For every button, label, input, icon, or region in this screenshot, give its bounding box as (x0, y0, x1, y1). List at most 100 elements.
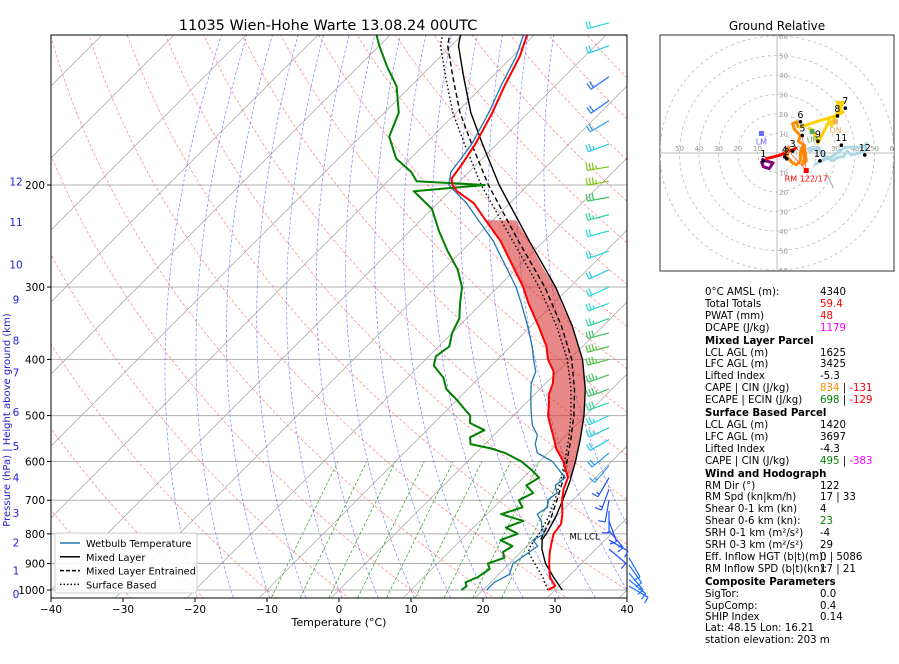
wind-barb (628, 579, 647, 600)
pressure-tick-label: 400 (25, 354, 45, 366)
wind-barb (608, 548, 627, 569)
hodo-v-tick: 40 (779, 228, 788, 236)
param-row: PWAT (mm) 48 (705, 311, 895, 323)
chart-title: 11035 Wien-Hohe Warte 13.08.24 00UTC (179, 18, 477, 34)
shear-arrow (825, 172, 834, 189)
mixing-ratio-line (386, 461, 454, 598)
ml-cape-cin: CAPE | CIN (J/kg) 834 | -131 (705, 383, 873, 395)
mixing-ratio-line (270, 461, 339, 598)
height-marker (816, 139, 820, 144)
hodo-v-tick: 60 (779, 33, 788, 41)
storm-marker-rm (803, 168, 809, 174)
hodo-u-tick: 40 (695, 145, 704, 153)
rm-inflow-spd: RM Inflow SPD (b|t)(kn): 17 | 21 (705, 563, 856, 575)
moist-adiabat (543, 35, 627, 527)
mixed-layer-header: Mixed Layer Parcel (705, 335, 814, 347)
hodo-u-tick: 50 (675, 145, 684, 153)
dry-adiabat (51, 154, 423, 598)
sb-lfc: LFC AGL (m) 3697 (705, 431, 846, 443)
pressure-tick-label: 300 (25, 282, 45, 294)
legend-label: Mixed Layer (86, 553, 146, 564)
hodo-v-tick: 60 (779, 267, 788, 272)
moist-adiabat (374, 35, 452, 598)
ml-ecape-ecin: ECAPE | ECIN (J/kg) 698 | -129 (705, 395, 873, 407)
sb-cin-value: -383 (849, 455, 873, 467)
height-marker (783, 155, 787, 159)
height-marker (790, 149, 795, 153)
param-label: 0°C AMSL (m): (705, 287, 780, 298)
isotherm (51, 35, 319, 303)
wind-barb (585, 439, 610, 452)
dry-adiabat (126, 35, 627, 591)
skewt-chart: 11035 Wien-Hohe Warte 13.08.24 00UTC ML … (2, 11, 656, 629)
mixing-ratio-line (299, 461, 368, 598)
height-marker-label: 1 (760, 149, 766, 160)
mixing-ratio-line (328, 461, 396, 598)
height-tick-label: 9 (13, 294, 20, 306)
param-row: DCAPE (J/kg) 1179 (705, 323, 895, 335)
ml-cin-value: -131 (849, 383, 873, 395)
wind-barb (585, 269, 610, 280)
hodo-v-tick: 40 (779, 72, 788, 80)
mixing-ratio-line (357, 461, 425, 598)
lcl-annotation: ML LCL (570, 532, 600, 542)
wind-barb (585, 162, 610, 172)
wind-barb (608, 520, 618, 545)
pressure-tick-label: 800 (25, 529, 45, 541)
height-marker-label: 10 (814, 149, 826, 160)
wind-barb (585, 401, 610, 411)
height-tick-label: 10 (9, 260, 22, 272)
wind-barb (585, 250, 610, 260)
hodo-u-tick: 20 (734, 145, 743, 153)
storm-marker-lm (758, 131, 764, 136)
height-marker-label: 11 (835, 133, 847, 144)
moist-adiabat (345, 35, 415, 598)
x-axis-label: Temperature (°C) (291, 616, 387, 629)
moist-adiabat (315, 35, 379, 598)
wind-barb (585, 286, 610, 297)
hodo-v-tick: 30 (779, 209, 788, 217)
hodo-v-tick: 10 (779, 170, 788, 178)
hodo-segment-1-3km (764, 146, 798, 161)
height-marker (862, 153, 867, 157)
pressure-tick-label: 1000 (18, 585, 45, 597)
mixing-ratio-line (443, 461, 512, 598)
wind-barb (585, 120, 610, 133)
wind-barb (594, 489, 610, 511)
height-tick-label: 11 (9, 217, 22, 229)
legend: Wetbulb Temperature Mixed Layer Mixed Laye… (54, 532, 198, 594)
dry-adiabat (641, 11, 656, 603)
mixing-ratio-line (501, 461, 569, 598)
storm-marker-label: RM 122/17 (785, 175, 828, 184)
wetbulb-temperature-line (448, 35, 566, 591)
dewpoint-line (375, 35, 541, 591)
wind-barb (586, 76, 610, 90)
height-marker (843, 106, 848, 110)
wind-barb (585, 387, 610, 398)
srh-0-3: SRH 0-3 km (m²/s²) 29 (705, 540, 833, 552)
hodo-v-tick: 50 (779, 248, 788, 256)
x-tick-label: 10 (404, 604, 417, 616)
height-marker (835, 114, 840, 118)
mixed-layer-line (457, 35, 586, 591)
station-footer: Lat: 48.15 Lon: 16.21 station elevation:… (705, 623, 830, 647)
ml-ecape-value: 698 (820, 395, 840, 407)
storm-marker-label: LM (756, 138, 767, 147)
wind-barb (585, 20, 610, 30)
hodo-u-tick: 30 (714, 145, 723, 153)
height-tick-label: 12 (9, 176, 22, 188)
param-label: DCAPE (J/kg) (705, 322, 770, 334)
legend-label: Mixed Layer Entrained (86, 567, 196, 578)
height-tick-label: 0 (13, 589, 20, 601)
eff-inflow-hgt: Eff. Inflow HGT (b|t)(m): 0 | 5086 (705, 551, 863, 563)
sb-cape-value: 495 (820, 455, 840, 467)
hodo-segment-3-6km (783, 120, 808, 167)
height-marker-label: 6 (797, 110, 803, 121)
x-tick-label: 20 (476, 604, 489, 616)
wind-barb (628, 564, 643, 588)
param-row: Total Totals 59.4 (705, 299, 895, 311)
isotherm (258, 229, 627, 598)
moist-adiabat (488, 35, 596, 598)
isotherm (330, 301, 627, 598)
legend-label: Wetbulb Temperature (86, 539, 192, 550)
